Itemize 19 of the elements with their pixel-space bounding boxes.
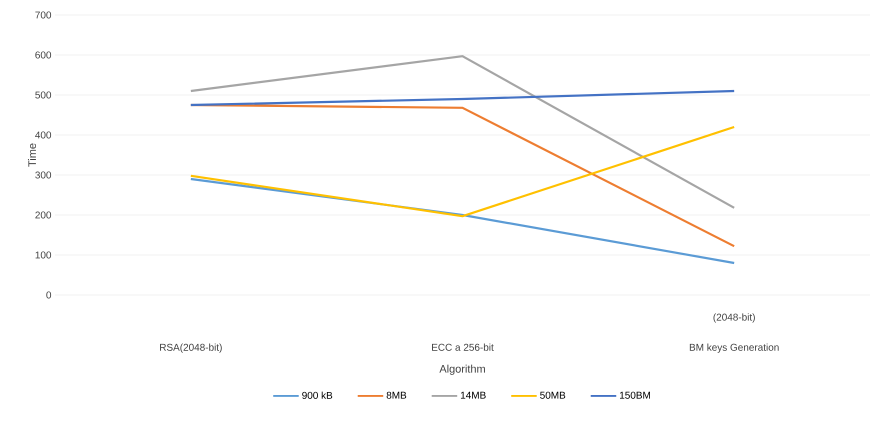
legend-label: 150BM bbox=[620, 392, 650, 399]
y-tick-label: 200 bbox=[35, 211, 52, 219]
legend-label: 8MB bbox=[386, 392, 406, 399]
y-tick-label: 100 bbox=[36, 251, 52, 259]
legend-label: 14MB bbox=[460, 392, 486, 399]
x-tick-label: BM keys Generation bbox=[690, 344, 779, 353]
y-tick-label: 500 bbox=[35, 91, 52, 99]
x-tick-label: RSA(2048-bit) bbox=[160, 344, 222, 353]
y-tick-label: 300 bbox=[35, 171, 52, 179]
x-tick-label: ECC a 256-bit bbox=[432, 344, 494, 351]
legend-label: 50MB bbox=[540, 392, 566, 399]
y-tick-label: 600 bbox=[35, 51, 52, 59]
text: (2048-bit) bbox=[713, 313, 755, 323]
y-tick-label: 400 bbox=[35, 131, 52, 139]
x-axis-title: Algorithm bbox=[439, 364, 485, 375]
y-tick-label: 0 bbox=[46, 291, 52, 299]
y-axis-title: Time bbox=[28, 144, 36, 167]
legend-label: 900 kB bbox=[302, 392, 332, 399]
y-tick-label: 700 bbox=[35, 11, 52, 19]
